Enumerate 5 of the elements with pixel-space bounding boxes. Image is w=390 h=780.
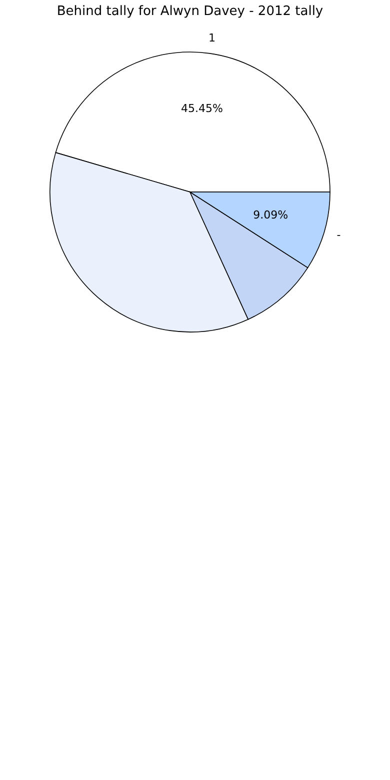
data-label: 45.45% xyxy=(180,102,223,115)
chart-title: Behind tally for Alwyn Davey - 2012 tally xyxy=(56,4,324,19)
slice-label: 1 xyxy=(208,32,216,45)
slice-label: - xyxy=(336,228,341,242)
data-label: 9.09% xyxy=(253,208,288,222)
